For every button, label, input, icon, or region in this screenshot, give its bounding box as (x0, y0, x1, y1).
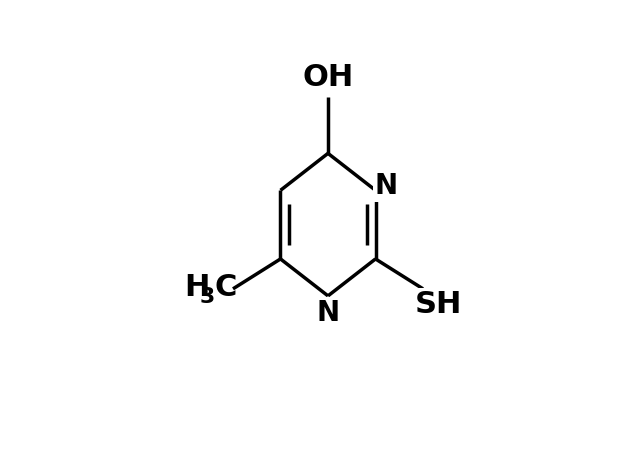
Text: 3: 3 (199, 287, 214, 307)
Text: N: N (316, 299, 340, 328)
Text: SH: SH (415, 290, 463, 319)
Text: C: C (214, 272, 237, 302)
Text: H: H (184, 272, 210, 302)
Text: OH: OH (302, 63, 354, 92)
Text: N: N (375, 172, 398, 200)
